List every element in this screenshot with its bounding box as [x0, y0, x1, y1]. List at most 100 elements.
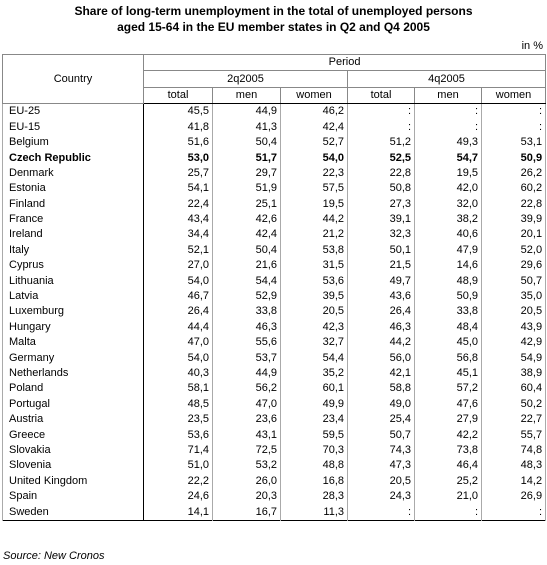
value: 60,1: [280, 381, 348, 397]
table-row: Greece 53,6 43,1 59,5 50,7 42,2 55,7: [2, 427, 547, 443]
value: 44,9: [212, 103, 281, 120]
value: 33,8: [212, 304, 281, 320]
value: 22,7: [480, 411, 547, 428]
value: 49,0: [347, 396, 415, 412]
period: 4q2005: [346, 70, 547, 88]
country: Lithuania: [2, 273, 144, 289]
value: 55,6: [212, 335, 281, 351]
value: :: [414, 504, 482, 521]
value: 47,3: [347, 458, 415, 474]
subheader: men: [212, 86, 281, 105]
value: 42,9: [480, 335, 547, 351]
value: 25,7: [143, 165, 213, 182]
value: 29,6: [480, 258, 547, 274]
value: 44,2: [280, 211, 348, 228]
country: Luxemburg: [2, 304, 144, 320]
value: 60,2: [480, 181, 547, 197]
country: Spain: [2, 488, 144, 505]
value: 57,5: [280, 181, 348, 197]
country: Slovenia: [2, 458, 144, 474]
table-row: Sweden 14,1 16,7 11,3:::: [2, 504, 547, 521]
value: 21,2: [280, 227, 348, 243]
country: EU-25: [2, 103, 144, 120]
value: 19,5: [280, 196, 348, 212]
table-row: Belgium 51,6 50,4 52,7 51,2 49,3 53,1: [2, 134, 547, 151]
country: Netherlands: [2, 365, 144, 382]
value: 44,4: [143, 319, 213, 336]
value: 46,7: [143, 288, 213, 305]
value: 32,3: [347, 227, 415, 243]
value: :: [480, 504, 547, 521]
value: 43,1: [212, 427, 281, 443]
title: Share of long-term unemployment in the t…: [0, 3, 547, 35]
value: 54,9: [480, 350, 547, 366]
value: :: [347, 103, 415, 120]
value: 56,2: [212, 381, 281, 397]
country: Cyprus: [2, 258, 144, 274]
value: 54,0: [280, 150, 348, 166]
title-line: aged 15-64 in the EU member states in Q2…: [117, 20, 430, 34]
country: Italy: [2, 242, 144, 259]
table-row: Denmark 25,7 29,7 22,3 22,8 19,5 26,2: [2, 165, 547, 182]
period: 2q2005: [143, 70, 348, 88]
country: Portugal: [2, 396, 144, 412]
value: :: [414, 119, 482, 135]
value: 42,4: [280, 119, 348, 135]
value: 72,5: [212, 442, 281, 459]
subheader: men: [414, 86, 482, 105]
country: Malta: [2, 335, 144, 351]
subheader: total: [347, 86, 415, 105]
value: 58,1: [143, 381, 213, 397]
value: 42,1: [347, 365, 415, 382]
value: 50,4: [212, 134, 281, 151]
value: 26,9: [480, 488, 547, 505]
value: 20,3: [212, 488, 281, 505]
value: 42,6: [212, 211, 281, 228]
table-row: Spain 24,6 20,3 28,3 24,3 21,0 26,9: [2, 488, 547, 505]
value: 45,0: [414, 335, 482, 351]
value: :: [480, 119, 547, 135]
country-header: Country: [2, 53, 144, 105]
value: 48,4: [414, 319, 482, 336]
value: 54,4: [212, 273, 281, 289]
value: 23,4: [280, 411, 348, 428]
value: 54,4: [280, 350, 348, 366]
value: 45,5: [143, 103, 213, 120]
value: 50,7: [347, 427, 415, 443]
value: 47,9: [414, 242, 482, 259]
country: Estonia: [2, 181, 144, 197]
value: 41,3: [212, 119, 281, 135]
table-row: EU-25 45,5 44,9 46,2:::: [2, 103, 547, 120]
value: 50,8: [347, 181, 415, 197]
table-row: Hungary 44,4 46,3 42,3 46,3 48,4 43,9: [2, 319, 547, 336]
value: 59,5: [280, 427, 348, 443]
value: 27,0: [143, 258, 213, 274]
value: 51,9: [212, 181, 281, 197]
value: 49,9: [280, 396, 348, 412]
value: 44,9: [212, 365, 281, 382]
table-row: Germany 54,0 53,7 54,4 56,0 56,8 54,9: [2, 350, 547, 366]
country: Germany: [2, 350, 144, 366]
value: 11,3: [280, 504, 348, 521]
value: 53,8: [280, 242, 348, 259]
value: 49,3: [414, 134, 482, 151]
table-row: Latvia 46,7 52,9 39,5 43,6 50,9 35,0: [2, 288, 547, 305]
value: 20,5: [280, 304, 348, 320]
table-row: Cyprus 27,0 21,6 31,5 21,5 14,6 29,6: [2, 258, 547, 274]
value: 54,7: [414, 150, 482, 166]
value: 50,7: [480, 273, 547, 289]
value: 53,2: [212, 458, 281, 474]
table-row: Portugal 48,5 47,0 49,9 49,0 47,6 50,2: [2, 396, 547, 412]
value: 52,9: [212, 288, 281, 305]
value: 58,8: [347, 381, 415, 397]
value: 26,4: [143, 304, 213, 320]
value: 51,2: [347, 134, 415, 151]
value: 47,0: [143, 335, 213, 351]
value: 48,8: [280, 458, 348, 474]
value: :: [347, 504, 415, 521]
value: 74,8: [480, 442, 547, 459]
value: 56,0: [347, 350, 415, 366]
table-row: Poland 58,1 56,2 60,1 58,8 57,2 60,4: [2, 381, 547, 397]
value: :: [414, 103, 482, 120]
value: 23,5: [143, 411, 213, 428]
